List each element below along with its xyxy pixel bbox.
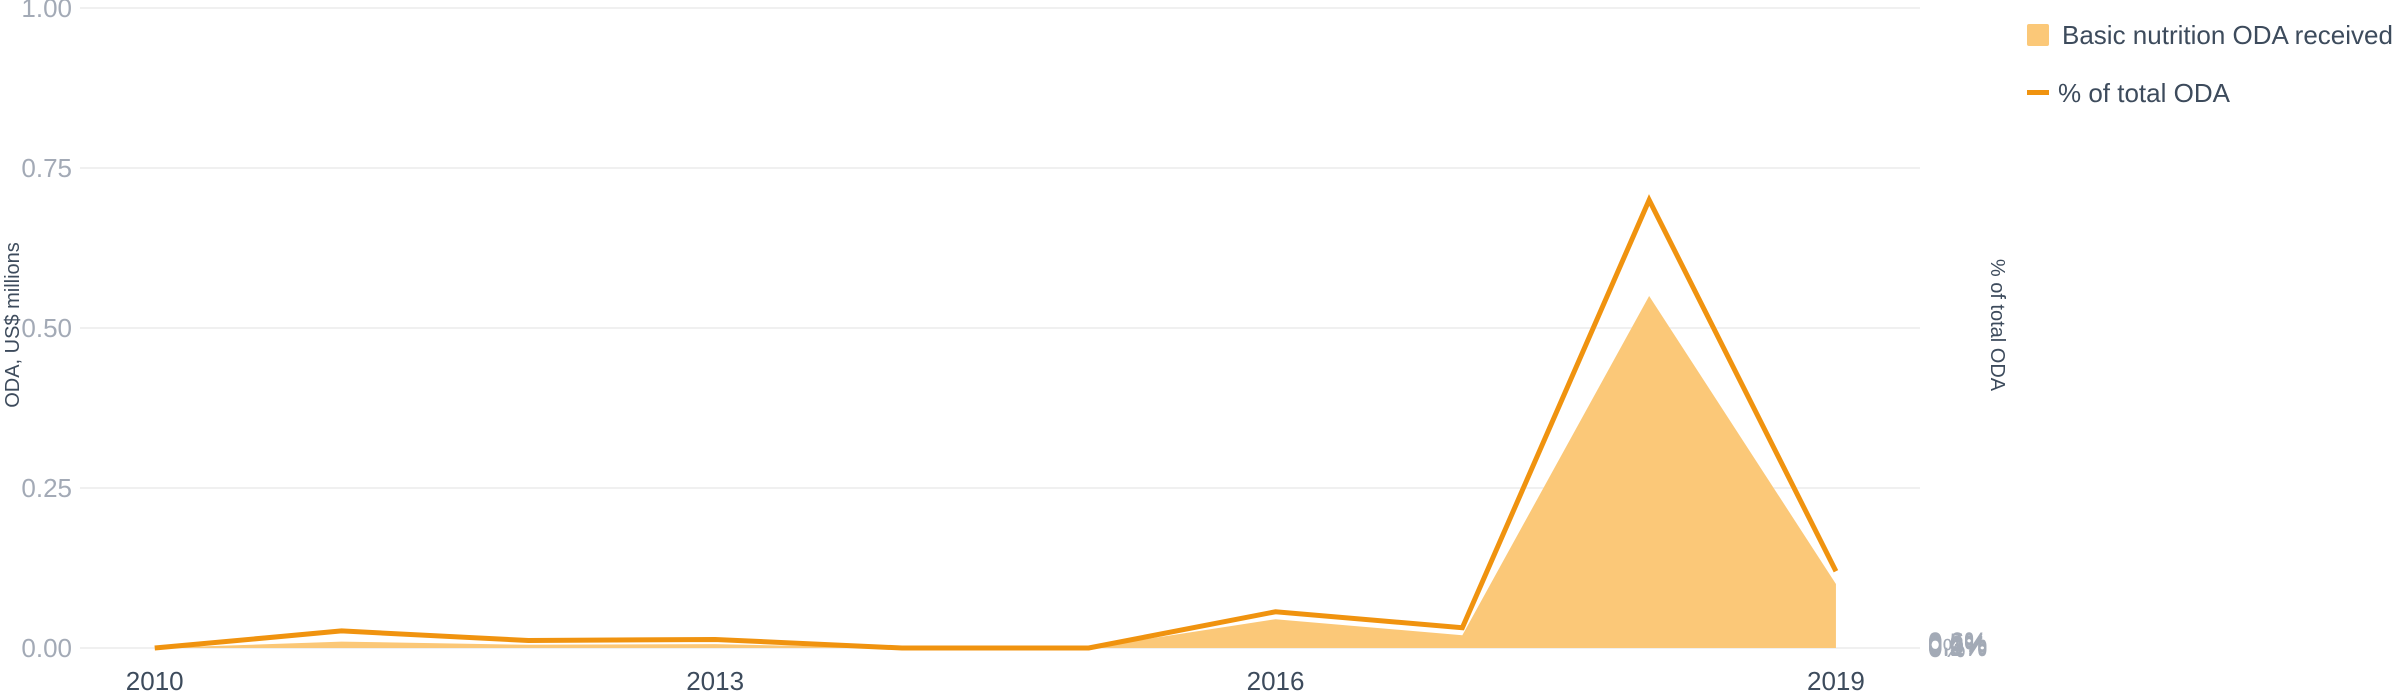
y2-tick-label: 0.5% bbox=[1928, 628, 1987, 658]
line-data-point[interactable] bbox=[518, 631, 538, 651]
y-tick-label: 0.00 bbox=[21, 633, 72, 663]
area-data-point[interactable] bbox=[1639, 286, 1659, 306]
y-tick-label: 0.25 bbox=[21, 473, 72, 503]
line-data-point[interactable] bbox=[332, 621, 352, 641]
line-data-point[interactable] bbox=[1266, 602, 1286, 622]
legend-line-label[interactable]: % of total ODA bbox=[2058, 78, 2231, 108]
y-tick-label: 0.50 bbox=[21, 313, 72, 343]
y2-tick-label: 0.4% bbox=[1928, 629, 1987, 659]
line-data-point[interactable] bbox=[705, 629, 725, 649]
x-tick-label: 2010 bbox=[126, 666, 184, 696]
y2-tick-label: 0.6% bbox=[1928, 627, 1987, 657]
line-data-point[interactable] bbox=[1452, 618, 1472, 638]
line-percent-total-oda[interactable] bbox=[154, 194, 1839, 651]
y2-tick-label: 0.2% bbox=[1928, 631, 1987, 661]
legend-area-swatch[interactable] bbox=[2027, 24, 2049, 46]
line-data-point[interactable] bbox=[145, 638, 165, 658]
x-tick-label: 2013 bbox=[686, 666, 744, 696]
x-tick-label: 2016 bbox=[1247, 666, 1305, 696]
line-data-point[interactable] bbox=[1826, 561, 1846, 581]
legend-area-label[interactable]: Basic nutrition ODA received bbox=[2062, 20, 2393, 50]
y-tick-label: 0.75 bbox=[21, 153, 72, 183]
x-axis-ticks: 2010 2013 2016 2019 bbox=[126, 666, 1865, 696]
left-axis-ticks: 0.00 0.25 0.50 0.75 1.00 bbox=[21, 0, 72, 663]
y2-axis-title: % of total ODA bbox=[1986, 259, 2008, 392]
y2-tick-label: 0.1% bbox=[1928, 632, 1987, 662]
line-data-point[interactable] bbox=[1079, 638, 1099, 658]
area-basic-nutrition-oda[interactable] bbox=[154, 296, 1836, 648]
line-data-point[interactable] bbox=[892, 638, 912, 658]
right-axis-ticks: 0%0.1%0.2%0.3%0.4%0.5%0.6% bbox=[1928, 627, 1987, 663]
legend: Basic nutrition ODA received % of total … bbox=[2027, 20, 2393, 108]
y2-tick-label: 0.3% bbox=[1928, 630, 1987, 660]
line-data-point[interactable] bbox=[1639, 190, 1659, 210]
line-series-layer bbox=[154, 194, 1839, 651]
y2-tick-label: 0% bbox=[1928, 633, 1966, 663]
y-tick-label: 1.00 bbox=[21, 0, 72, 23]
legend-line-swatch[interactable] bbox=[2027, 90, 2049, 95]
area-series-layer bbox=[154, 296, 1836, 648]
y-axis-title: ODA, US$ millions bbox=[2, 242, 24, 408]
x-tick-label: 2019 bbox=[1807, 666, 1865, 696]
